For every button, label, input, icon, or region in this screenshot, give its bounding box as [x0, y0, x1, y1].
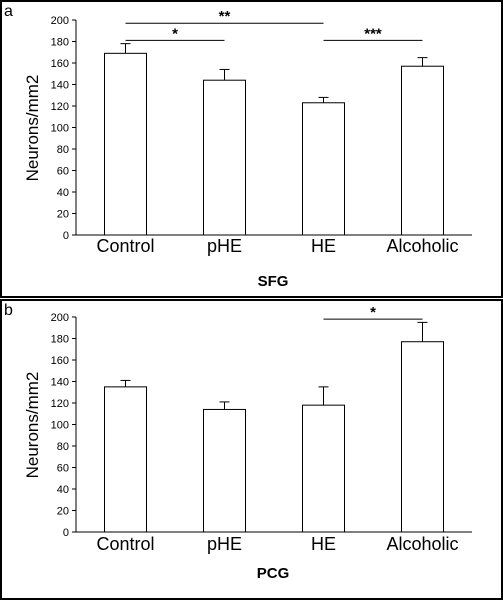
- panel-a-y-tick-label: 80: [57, 144, 69, 156]
- panel-b-y-tick-label: 160: [51, 355, 69, 367]
- panel-a-categories: Control pHE HE Alcoholic: [96, 236, 458, 256]
- panel-a-y-tick-label: 100: [51, 123, 69, 135]
- panel-a-y-tick-label: 0: [63, 230, 69, 242]
- panel-a-y-tick-label: 180: [51, 37, 69, 49]
- panel-b-y-tick-label: 40: [57, 484, 69, 496]
- panel-b-x-axis-title: PCG: [257, 565, 290, 582]
- panel-b-category-label: Alcoholic: [386, 534, 458, 554]
- panel-b-y-tick-label: 20: [57, 506, 69, 518]
- panel-b: b Neurons/mm2 0 20 40 60 80 100 120 140 160 180 20…: [0, 299, 503, 600]
- panel-b-categories: Control pHE HE Alcoholic: [96, 534, 458, 554]
- panel-b-letter: b: [4, 302, 13, 319]
- panel-a-y-tick-label: 140: [51, 80, 69, 92]
- panel-a-bar-he: [302, 102, 345, 236]
- panel-b-bar-alcoholic: [401, 341, 444, 533]
- panel-a-y-axis-label: Neurons/mm2: [23, 75, 42, 182]
- panel-b-bar-control: [104, 386, 147, 533]
- panel-a-bars: [104, 43, 444, 236]
- panel-b-y-tick-label: 80: [57, 441, 69, 453]
- panel-a-category-label: pHE: [207, 236, 242, 256]
- panel-a-category-label: Control: [96, 236, 154, 256]
- panel-b-category-label: HE: [311, 534, 336, 554]
- panel-b-y-ticks: 0 20 40 60 80 100 120 140 160 180 200: [51, 312, 76, 539]
- panel-a-x-axis-title: SFG: [258, 273, 289, 290]
- panel-a-significance-star: ***: [364, 25, 382, 42]
- panel-b-y-axis-label: Neurons/mm2: [23, 372, 42, 479]
- panel-a-bar-control: [104, 52, 147, 236]
- panel-a-y-tick-label: 120: [51, 101, 69, 113]
- panel-b-bars: [104, 321, 444, 533]
- panel-b-bar-phe: [203, 408, 246, 533]
- panel-a-category-label: HE: [311, 236, 336, 256]
- panel-b-y-tick-label: 0: [63, 527, 69, 539]
- panel-b-significance-star: *: [370, 304, 376, 321]
- panel-b-y-tick-label: 140: [51, 377, 69, 389]
- panel-a-category-label: Alcoholic: [386, 236, 458, 256]
- panel-b-y-tick-label: 100: [51, 420, 69, 432]
- panel-a-significance: ******: [125, 8, 423, 42]
- panel-a-y-tick-label: 60: [57, 166, 69, 178]
- panel-b-y-tick-label: 180: [51, 334, 69, 346]
- panel-a-significance-star: **: [219, 8, 231, 25]
- panel-a-y-tick-label: 160: [51, 58, 69, 70]
- panel-b-category-label: pHE: [207, 534, 242, 554]
- panel-a-y-tick-label: 200: [51, 15, 69, 27]
- panel-a-y-ticks: 0 20 40 60 80 100 120 140 160 180 200: [51, 15, 76, 242]
- panel-a-y-tick-label: 20: [57, 209, 69, 221]
- panel-a-letter: a: [4, 3, 13, 20]
- panel-a: a Neurons/mm2 0 20 40 60 80 100 120 140 160 180 20…: [0, 0, 503, 298]
- panel-a-significance-star: *: [172, 25, 178, 42]
- panel-a-bar-phe: [203, 79, 246, 236]
- panel-b-category-label: Control: [96, 534, 154, 554]
- panel-b-bar-he: [302, 404, 345, 533]
- panel-b-y-tick-label: 60: [57, 463, 69, 475]
- panel-a-y-tick-label: 40: [57, 187, 69, 199]
- panel-b-significance: *: [323, 304, 423, 321]
- panel-b-y-tick-label: 120: [51, 398, 69, 410]
- panel-a-bar-alcoholic: [401, 65, 444, 236]
- panel-b-y-tick-label: 200: [51, 312, 69, 324]
